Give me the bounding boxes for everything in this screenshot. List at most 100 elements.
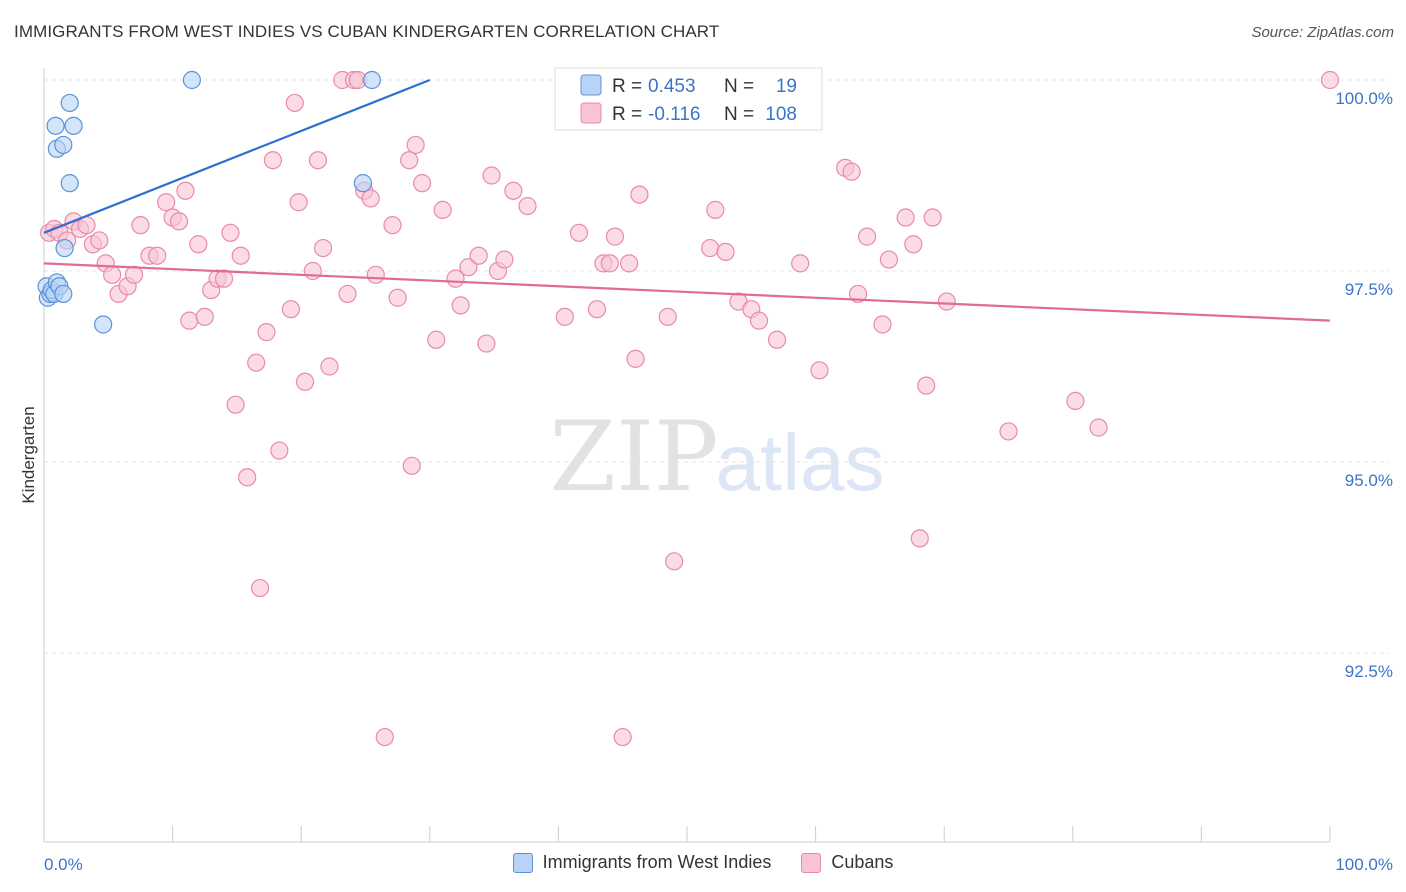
- cubans-point: [289, 193, 308, 212]
- cubans-point: [214, 269, 234, 288]
- cubans-point: [482, 166, 501, 185]
- stats-swatch-pink: [580, 102, 602, 124]
- cubans-point: [600, 254, 619, 273]
- cubans-point: [427, 330, 446, 349]
- cubans-point: [270, 441, 289, 460]
- cubans-point: [767, 330, 787, 349]
- cubans-point: [361, 189, 380, 208]
- cubans-point: [857, 227, 877, 246]
- cubans-point: [896, 208, 915, 227]
- stats-r-value-blue: 0.453: [648, 76, 696, 97]
- stats-legend: R = 0.453 N = 19 R = -0.116 N = 108: [554, 67, 823, 131]
- cubans-point: [247, 353, 266, 372]
- cubans-point: [124, 265, 144, 284]
- legend-item-cubans: Cubans: [801, 852, 893, 873]
- x-tick-label-max: 100.0%: [1335, 855, 1393, 874]
- cubans-point: [131, 216, 150, 235]
- west-indies-point: [55, 238, 74, 258]
- stats-n-label-blue: N =: [724, 76, 754, 97]
- cubans-point: [303, 261, 322, 281]
- cubans-point: [459, 258, 478, 277]
- chart-title: IMMIGRANTS FROM WEST INDIES VS CUBAN KIN…: [14, 22, 720, 41]
- cubans-point: [469, 246, 488, 265]
- cubans-point: [400, 151, 419, 170]
- cubans-point: [937, 292, 956, 311]
- cubans-point: [791, 254, 810, 273]
- x-axis-ticks: [43, 826, 1331, 842]
- cubans-point: [504, 181, 523, 200]
- cubans-point: [587, 300, 607, 319]
- watermark-atlas: atlas: [716, 418, 885, 507]
- stats-n-value-blue: 19: [776, 76, 797, 97]
- west-indies-point: [353, 174, 373, 193]
- cubans-point: [477, 334, 496, 353]
- cubans-point: [221, 223, 240, 242]
- y-tick-label: 92.5%: [1345, 662, 1393, 681]
- trend-lines: [43, 78, 1331, 322]
- cubans-point: [412, 174, 432, 193]
- cubans-point: [402, 456, 421, 475]
- legend-label-west-indies: Immigrants from West Indies: [542, 852, 772, 872]
- legend-item-west-indies: Immigrants from West Indies: [512, 852, 772, 873]
- cubans-point: [620, 254, 639, 273]
- watermark-zip: ZIP: [549, 401, 718, 513]
- cubans-point: [665, 552, 684, 571]
- series-cubans: [40, 70, 1340, 747]
- cubans-point: [605, 227, 625, 246]
- cubans-point: [176, 181, 195, 200]
- stats-n-label-pink: N =: [724, 104, 754, 125]
- x-tick-label-min: 0.0%: [44, 855, 83, 874]
- cubans-point: [626, 349, 645, 368]
- cubans-point: [103, 265, 122, 284]
- cubans-point: [263, 151, 283, 170]
- cubans-point: [904, 235, 923, 254]
- y-axis-label: Kindergarten: [19, 406, 38, 503]
- cubans-point: [706, 200, 725, 219]
- cubans-point: [366, 265, 385, 284]
- cubans-point: [555, 307, 574, 326]
- cubans-point: [495, 250, 514, 269]
- cubans-point: [169, 212, 189, 231]
- cubans-point: [451, 296, 470, 315]
- cubans-point: [281, 300, 301, 319]
- stats-n-value-pink: 108: [765, 104, 797, 125]
- cubans-point: [917, 376, 936, 395]
- west-indies-point: [182, 70, 201, 90]
- cubans-point: [231, 246, 250, 265]
- watermark: ZIP atlas: [549, 401, 884, 513]
- cubans-point: [189, 235, 208, 254]
- y-tick-label: 95.0%: [1345, 471, 1393, 490]
- west-indies-point: [54, 284, 73, 304]
- cubans-point: [701, 238, 720, 258]
- west-indies-point: [46, 116, 65, 135]
- cubans-point: [285, 93, 304, 113]
- cubans-point: [295, 372, 315, 391]
- cubans-point: [613, 727, 632, 747]
- west-indies-point: [60, 93, 79, 113]
- cubans-point: [375, 727, 394, 747]
- west-indies-point: [94, 315, 113, 334]
- cubans-point: [406, 135, 425, 155]
- cubans-point: [195, 307, 214, 326]
- legend-swatch-pink: [801, 852, 822, 873]
- cubans-trend-line: [43, 262, 1331, 322]
- series-west-indies: [37, 70, 382, 334]
- cubans-point: [873, 315, 892, 334]
- stats-r-value-pink: -0.116: [648, 104, 700, 125]
- cubans-point: [157, 193, 176, 212]
- cubans-point: [238, 468, 257, 487]
- cubans-point: [433, 200, 452, 219]
- stats-r-label-blue: R =: [612, 76, 642, 97]
- cubans-point: [569, 223, 589, 242]
- cubans-point: [320, 357, 339, 376]
- west-indies-trend-line: [43, 78, 431, 234]
- west-indies-point: [64, 116, 83, 135]
- cubans-point: [630, 185, 649, 204]
- legend-swatch-blue: [512, 852, 533, 873]
- cubans-point: [313, 238, 333, 258]
- west-indies-point: [362, 70, 382, 90]
- west-indies-point: [60, 174, 79, 193]
- cubans-point: [848, 284, 868, 304]
- cubans-point: [226, 395, 245, 414]
